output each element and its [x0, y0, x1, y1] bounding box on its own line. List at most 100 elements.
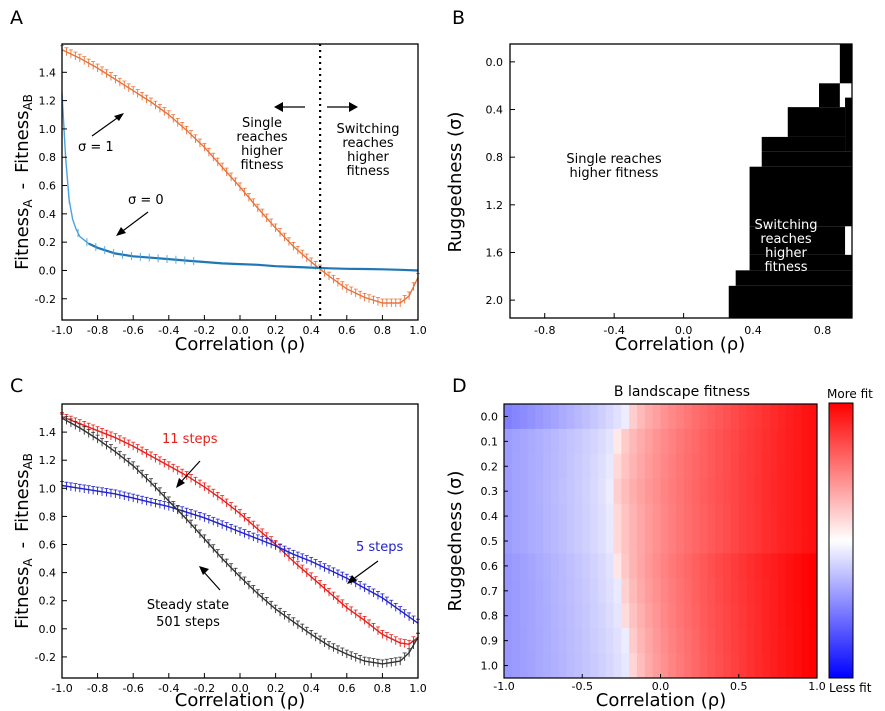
d-heatmap-cell: [621, 628, 630, 654]
d-heatmap-cell: [621, 603, 630, 629]
d-heatmap-cell: [777, 528, 787, 554]
d-heatmap-cell: [785, 578, 794, 604]
d-heatmap-cell: [535, 553, 544, 579]
d-heatmap-cell: [715, 503, 724, 529]
b-switching-region-block: [749, 166, 852, 227]
d-ytick-label: 0.8: [481, 610, 499, 623]
d-heatmap-cell: [785, 478, 794, 505]
d-heatmap-cell: [597, 628, 607, 654]
arrowhead-11-steps: [176, 478, 185, 488]
a-xtick-label: 0.4: [302, 324, 320, 337]
d-heatmap-cell: [535, 528, 544, 554]
b-xtick-label: 0.0: [675, 324, 693, 337]
d-heatmap-cell: [558, 653, 567, 679]
d-heatmap-cell: [504, 603, 513, 629]
d-heatmap-cell: [590, 528, 599, 554]
d-heatmap-cell: [746, 603, 755, 629]
d-heatmap-cell: [637, 553, 646, 579]
d-heatmap-cell: [785, 628, 794, 654]
b-ytick-label: 2.0: [486, 294, 504, 307]
d-heatmap-cell: [637, 404, 646, 430]
d-heatmap-cell: [801, 428, 810, 455]
d-heatmap-cell: [762, 628, 771, 654]
panel-b-frame: [509, 43, 853, 319]
svg-text:501 steps: 501 steps: [156, 615, 220, 630]
c-xtick-label: -1.0: [51, 682, 72, 695]
d-heatmap-cell: [574, 603, 583, 629]
d-heatmap-cell: [723, 478, 732, 505]
d-heatmap-cell: [676, 404, 685, 430]
a-ytick-label: 0.2: [39, 236, 57, 249]
a-xtick-label: -0.2: [194, 324, 215, 337]
d-heatmap-cell: [504, 428, 513, 455]
d-heatmap-cell: [527, 603, 536, 629]
d-heatmap-cell: [558, 628, 567, 654]
d-heatmap-cell: [597, 478, 607, 505]
d-heatmap-cell: [754, 428, 763, 455]
panel-d-title: B landscape fitness: [614, 384, 750, 400]
d-heatmap-cell: [770, 428, 779, 455]
d-heatmap-cell: [574, 553, 583, 579]
d-heatmap-cell: [629, 478, 638, 505]
d-heatmap-cell: [511, 404, 521, 430]
panel-b-plot: [510, 44, 852, 318]
d-heatmap-cell: [504, 578, 513, 604]
d-heatmap-cell: [637, 628, 646, 654]
d-heatmap-cell: [683, 404, 693, 430]
annotation-single: Single reaches higher fitness: [236, 116, 287, 173]
d-heatmap-cell: [793, 553, 802, 579]
d-heatmap-cell: [605, 603, 614, 629]
colorbar: [828, 402, 854, 679]
d-heatmap-cell: [652, 503, 661, 529]
d-heatmap-cell: [770, 628, 779, 654]
panel-c-plot: [60, 412, 420, 668]
d-heatmap-cell: [660, 578, 669, 604]
b-ytick-label: 0.0: [486, 56, 504, 69]
panel-a-frame: [61, 43, 419, 321]
d-heatmap-cell: [550, 478, 560, 505]
d-heatmap-cell: [785, 453, 794, 480]
panel-d-heatmap: [504, 404, 818, 679]
d-heatmap-cell: [582, 503, 591, 529]
d-heatmap-cell: [558, 553, 567, 579]
a-xtick-label: -1.0: [51, 324, 72, 337]
d-heatmap-cell: [683, 578, 693, 604]
annotation-steady-state: Steady state 501 steps: [147, 598, 229, 630]
panel-b-xlabel: Correlation (ρ): [615, 334, 745, 355]
d-heatmap-cell: [621, 404, 630, 430]
d-heatmap-cell: [762, 503, 771, 529]
c-ytick-label: 0.6: [39, 539, 57, 552]
d-heatmap-cell: [621, 653, 630, 679]
d-heatmap-cell: [644, 603, 654, 629]
d-heatmap-cell: [574, 578, 583, 604]
d-heatmap-cell: [605, 578, 614, 604]
d-heatmap-cell: [762, 603, 771, 629]
d-heatmap-cell: [738, 428, 747, 455]
d-ytick-label: 0.2: [481, 460, 499, 473]
panel-d-xlabel: Correlation (ρ): [596, 690, 726, 711]
d-heatmap-cell: [605, 653, 614, 679]
d-ytick-label: 0.5: [481, 535, 499, 548]
d-heatmap-cell: [785, 404, 794, 430]
d-heatmap-cell: [738, 478, 747, 505]
panel-a-plot: [60, 44, 420, 320]
annotation-5-steps: 5 steps: [356, 540, 404, 555]
d-heatmap-cell: [738, 453, 747, 480]
d-heatmap-cell: [777, 628, 787, 654]
d-heatmap-cell: [738, 528, 747, 554]
d-heatmap-cell: [660, 478, 669, 505]
d-heatmap-cell: [691, 628, 701, 654]
d-heatmap-cell: [597, 653, 607, 679]
svg-text:fitness: fitness: [346, 164, 389, 179]
d-ytick-label: 0.7: [481, 585, 499, 598]
d-heatmap-cell: [629, 528, 638, 554]
d-ytick-label: 0.4: [481, 510, 499, 523]
d-heatmap-cell: [605, 428, 614, 455]
d-heatmap-cell: [668, 453, 677, 480]
d-heatmap-cell: [543, 503, 552, 529]
panel-c-letter: C: [10, 375, 23, 397]
d-heatmap-cell: [746, 404, 755, 430]
d-heatmap-cell: [676, 628, 685, 654]
svg-text:higher fitness: higher fitness: [570, 166, 659, 181]
a-ytick-label: 1.4: [39, 66, 57, 79]
